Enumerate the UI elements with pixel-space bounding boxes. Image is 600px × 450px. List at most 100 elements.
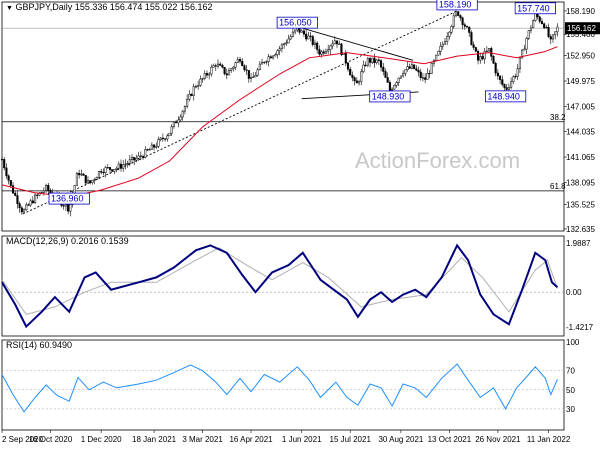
candle-body bbox=[547, 27, 550, 37]
candle-body bbox=[285, 42, 288, 45]
candle-body bbox=[446, 36, 449, 43]
candle-body bbox=[417, 70, 420, 73]
candle-body bbox=[219, 63, 222, 66]
candle-body bbox=[9, 180, 12, 186]
candle-body bbox=[413, 64, 416, 69]
price-annotation-label: 136.960 bbox=[51, 194, 84, 204]
candle-body bbox=[360, 71, 363, 82]
candle-body bbox=[362, 64, 365, 73]
candle-body bbox=[93, 179, 96, 181]
candle-body bbox=[465, 26, 469, 28]
candle-body bbox=[223, 66, 226, 74]
candle-body bbox=[468, 26, 471, 33]
moving-average-line bbox=[1, 46, 558, 198]
symbol-label: GBPJPY,Daily bbox=[15, 2, 73, 12]
candle-body bbox=[104, 167, 107, 173]
candle-body bbox=[554, 31, 557, 36]
candle-body bbox=[329, 45, 332, 50]
candle-body bbox=[227, 70, 231, 76]
candle-body bbox=[408, 66, 411, 69]
candle-body bbox=[496, 72, 499, 77]
candle-body bbox=[115, 168, 118, 170]
macd-header: MACD(12,26,9) 0.2016 0.1539 bbox=[6, 236, 129, 246]
macd-axis-tick: -1.4217 bbox=[566, 323, 594, 332]
candle-body bbox=[333, 40, 336, 45]
candle-body bbox=[89, 180, 92, 184]
candle-body bbox=[80, 173, 83, 176]
candle-body bbox=[62, 205, 65, 207]
candle-body bbox=[318, 49, 321, 55]
candle-body bbox=[338, 43, 341, 45]
candle-body bbox=[474, 47, 477, 52]
candle-body bbox=[523, 48, 526, 51]
candle-body bbox=[67, 204, 70, 212]
candle-body bbox=[439, 45, 442, 52]
candle-body bbox=[452, 15, 455, 27]
price-annotation-label: 157.740 bbox=[517, 3, 550, 13]
x-axis-tick: 1 Jun 2021 bbox=[282, 435, 322, 444]
candle-body bbox=[481, 56, 484, 60]
rsi-axis-tick: 30 bbox=[566, 405, 575, 414]
price-axis-tick: 135.525 bbox=[566, 200, 595, 209]
candle-body bbox=[216, 63, 220, 67]
candle-body bbox=[135, 158, 138, 161]
candle-body bbox=[214, 65, 217, 67]
candle-body bbox=[27, 204, 30, 206]
candle-body bbox=[124, 163, 127, 166]
candle-body bbox=[340, 43, 343, 55]
candle-body bbox=[190, 94, 193, 96]
price-panel-frame bbox=[1, 1, 565, 232]
candle-body bbox=[470, 32, 473, 46]
candle-body bbox=[476, 51, 480, 61]
candle-body bbox=[22, 209, 26, 213]
candle-body bbox=[426, 73, 429, 80]
candle-body bbox=[415, 68, 418, 71]
candle-body bbox=[153, 144, 156, 148]
candle-body bbox=[512, 76, 515, 82]
price-annotation-label: 156.050 bbox=[279, 18, 312, 28]
fib-level-label: 38.2 bbox=[550, 113, 566, 122]
candle-body bbox=[355, 80, 358, 84]
price-axis-tick: 138.095 bbox=[566, 178, 595, 187]
x-axis-tick: 2 Sep 2020 bbox=[2, 435, 43, 444]
candle-body bbox=[7, 175, 10, 181]
candle-body bbox=[430, 62, 433, 74]
candle-body bbox=[527, 30, 530, 39]
symbol-header: ▼ GBPJPY,Daily 155.336 156.474 155.022 1… bbox=[6, 2, 213, 12]
x-axis-tick: 16 Oct 2020 bbox=[29, 435, 73, 444]
candle-body bbox=[95, 177, 98, 180]
candle-body bbox=[395, 82, 398, 86]
candle-body bbox=[267, 56, 270, 62]
candle-body bbox=[494, 63, 497, 74]
price-axis-tick: 144.035 bbox=[566, 128, 595, 137]
candle-body bbox=[106, 167, 109, 169]
candle-body bbox=[157, 139, 160, 147]
candle-body bbox=[247, 70, 250, 79]
macd-axis-tick: 0.00 bbox=[566, 288, 582, 297]
candle-body bbox=[29, 200, 32, 206]
candle-body bbox=[148, 149, 151, 151]
candle-body bbox=[357, 81, 361, 84]
candle-body bbox=[261, 62, 264, 65]
rsi-line bbox=[1, 363, 558, 413]
candle-body bbox=[324, 50, 328, 54]
candle-body bbox=[307, 35, 310, 40]
candle-body bbox=[249, 77, 253, 79]
candle-body bbox=[313, 42, 317, 45]
candle-body bbox=[551, 34, 555, 40]
candle-body bbox=[272, 55, 275, 59]
price-axis-tick: 152.950 bbox=[566, 52, 595, 61]
candle-body bbox=[47, 184, 50, 191]
candle-body bbox=[349, 68, 352, 76]
candle-body bbox=[119, 163, 123, 169]
candle-body bbox=[311, 36, 314, 45]
price-annotation-box bbox=[276, 16, 318, 29]
candle-body bbox=[448, 31, 451, 37]
price-axis-tick: 155.460 bbox=[566, 30, 595, 39]
ohlc-values: 155.336 156.474 155.022 156.162 bbox=[74, 2, 213, 12]
price-annotation-box bbox=[484, 90, 527, 103]
price-annotation-label: 148.940 bbox=[487, 91, 520, 101]
candle-body bbox=[463, 24, 466, 27]
candle-body bbox=[397, 77, 400, 83]
candle-body bbox=[424, 77, 427, 80]
